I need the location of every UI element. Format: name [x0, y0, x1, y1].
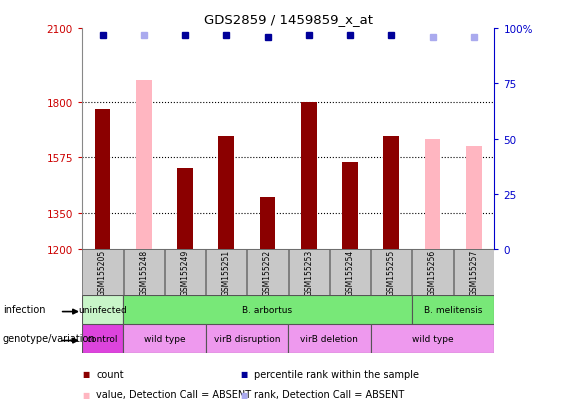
- Text: GSM155249: GSM155249: [181, 249, 189, 296]
- Text: GSM155255: GSM155255: [387, 249, 396, 296]
- Bar: [425, 139, 440, 250]
- Bar: [412, 295, 494, 324]
- Bar: [454, 250, 494, 295]
- Bar: [82, 324, 123, 353]
- Bar: [165, 250, 205, 295]
- Text: virB disruption: virB disruption: [214, 334, 280, 343]
- Bar: [206, 250, 246, 295]
- Bar: [412, 250, 453, 295]
- Text: B. arbortus: B. arbortus: [242, 305, 293, 314]
- Text: GSM155253: GSM155253: [305, 249, 313, 296]
- Text: ■: ■: [82, 390, 89, 399]
- Text: ■: ■: [82, 369, 89, 378]
- Text: genotype/variation: genotype/variation: [3, 333, 95, 343]
- Bar: [466, 147, 481, 250]
- Title: GDS2859 / 1459859_x_at: GDS2859 / 1459859_x_at: [203, 13, 373, 26]
- Text: GSM155251: GSM155251: [222, 249, 231, 296]
- Text: percentile rank within the sample: percentile rank within the sample: [254, 369, 419, 379]
- Text: value, Detection Call = ABSENT: value, Detection Call = ABSENT: [96, 389, 251, 399]
- Bar: [247, 250, 288, 295]
- Text: control: control: [87, 334, 118, 343]
- Text: B. melitensis: B. melitensis: [424, 305, 483, 314]
- Bar: [136, 81, 151, 250]
- Bar: [371, 324, 494, 353]
- Text: count: count: [96, 369, 124, 379]
- Text: ■: ■: [240, 390, 247, 399]
- Bar: [123, 324, 206, 353]
- Text: uninfected: uninfected: [78, 305, 127, 314]
- Text: GSM155205: GSM155205: [98, 249, 107, 296]
- Text: GSM155256: GSM155256: [428, 249, 437, 296]
- Text: GSM155257: GSM155257: [470, 249, 478, 296]
- Bar: [289, 250, 329, 295]
- Bar: [206, 324, 288, 353]
- Bar: [288, 324, 371, 353]
- Bar: [82, 250, 123, 295]
- Bar: [371, 250, 411, 295]
- Bar: [177, 169, 193, 250]
- Text: GSM155252: GSM155252: [263, 249, 272, 296]
- Text: GSM155248: GSM155248: [140, 249, 148, 296]
- Bar: [95, 110, 110, 250]
- Bar: [330, 250, 370, 295]
- Bar: [124, 250, 164, 295]
- Bar: [342, 163, 358, 250]
- Text: virB deletion: virB deletion: [301, 334, 358, 343]
- Text: wild type: wild type: [412, 334, 453, 343]
- Text: wild type: wild type: [144, 334, 185, 343]
- Bar: [260, 197, 275, 250]
- Bar: [219, 137, 234, 250]
- Bar: [82, 295, 123, 324]
- Bar: [384, 137, 399, 250]
- Bar: [301, 102, 316, 250]
- Bar: [123, 295, 412, 324]
- Text: infection: infection: [3, 304, 45, 314]
- Text: rank, Detection Call = ABSENT: rank, Detection Call = ABSENT: [254, 389, 405, 399]
- Text: GSM155254: GSM155254: [346, 249, 354, 296]
- Text: ■: ■: [240, 369, 247, 378]
